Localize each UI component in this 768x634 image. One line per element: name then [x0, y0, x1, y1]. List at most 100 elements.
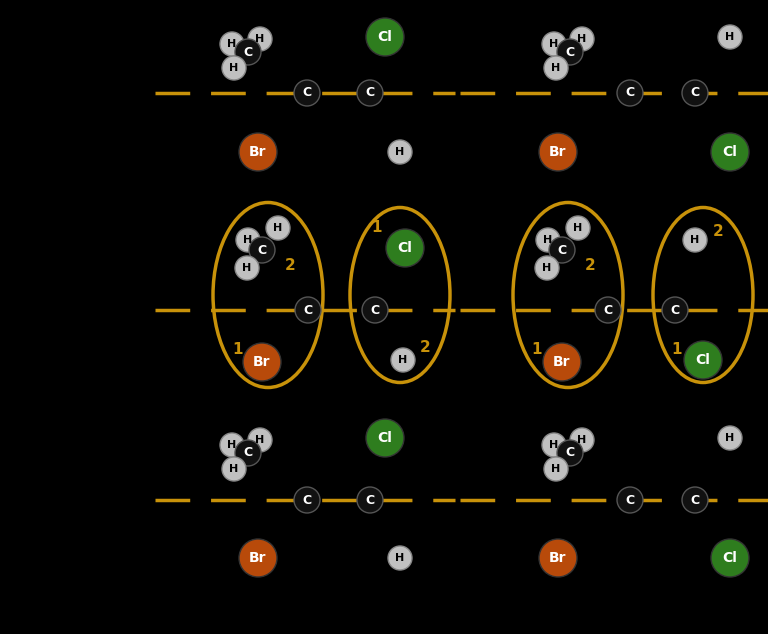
Text: 2: 2	[285, 257, 296, 273]
Text: 1: 1	[372, 221, 382, 235]
Circle shape	[539, 133, 577, 171]
Text: H: H	[551, 464, 561, 474]
Text: Br: Br	[253, 355, 271, 369]
Text: 2: 2	[584, 257, 595, 273]
Circle shape	[386, 229, 424, 267]
Text: C: C	[565, 46, 574, 58]
Text: H: H	[574, 223, 583, 233]
Text: Cl: Cl	[696, 353, 710, 367]
Text: C: C	[303, 304, 313, 316]
Circle shape	[536, 228, 560, 252]
Text: C: C	[257, 243, 266, 257]
Text: H: H	[578, 435, 587, 445]
Text: C: C	[625, 86, 634, 100]
Text: H: H	[256, 34, 265, 44]
Circle shape	[570, 27, 594, 51]
Text: C: C	[604, 304, 613, 316]
Text: H: H	[396, 147, 405, 157]
Circle shape	[617, 80, 643, 106]
Text: Br: Br	[549, 551, 567, 565]
Text: H: H	[399, 355, 408, 365]
Circle shape	[683, 228, 707, 252]
Text: H: H	[230, 63, 239, 73]
Text: 1: 1	[531, 342, 542, 358]
Text: C: C	[558, 243, 567, 257]
Text: Cl: Cl	[723, 551, 737, 565]
Circle shape	[388, 546, 412, 570]
Circle shape	[543, 343, 581, 381]
Text: H: H	[725, 32, 735, 42]
Text: C: C	[303, 493, 312, 507]
Text: H: H	[396, 553, 405, 563]
Circle shape	[557, 440, 583, 466]
Text: Cl: Cl	[378, 30, 392, 44]
Text: H: H	[690, 235, 700, 245]
Text: 1: 1	[672, 342, 682, 358]
Circle shape	[549, 237, 575, 263]
Circle shape	[222, 457, 246, 481]
Text: C: C	[625, 493, 634, 507]
Text: Br: Br	[250, 145, 266, 159]
Circle shape	[566, 216, 590, 240]
Text: Br: Br	[553, 355, 571, 369]
Circle shape	[682, 487, 708, 513]
Text: C: C	[690, 86, 700, 100]
Circle shape	[235, 256, 259, 280]
Circle shape	[682, 80, 708, 106]
Text: H: H	[243, 235, 253, 245]
Circle shape	[239, 539, 277, 577]
Circle shape	[220, 433, 244, 457]
Text: C: C	[243, 46, 253, 58]
Circle shape	[239, 133, 277, 171]
Circle shape	[570, 428, 594, 452]
Circle shape	[391, 348, 415, 372]
Circle shape	[711, 539, 749, 577]
Circle shape	[248, 27, 272, 51]
Circle shape	[539, 539, 577, 577]
Circle shape	[684, 341, 722, 379]
Text: 2: 2	[419, 340, 430, 356]
Circle shape	[295, 297, 321, 323]
Text: C: C	[366, 493, 375, 507]
Circle shape	[294, 487, 320, 513]
Circle shape	[243, 343, 281, 381]
Circle shape	[557, 39, 583, 65]
Circle shape	[711, 133, 749, 171]
Circle shape	[388, 140, 412, 164]
Circle shape	[235, 39, 261, 65]
Circle shape	[249, 237, 275, 263]
Text: H: H	[227, 440, 237, 450]
Circle shape	[595, 297, 621, 323]
Circle shape	[357, 80, 383, 106]
Circle shape	[362, 297, 388, 323]
Circle shape	[544, 457, 568, 481]
Text: C: C	[670, 304, 680, 316]
Circle shape	[662, 297, 688, 323]
Text: C: C	[690, 493, 700, 507]
Circle shape	[236, 228, 260, 252]
Text: H: H	[549, 39, 558, 49]
Circle shape	[535, 256, 559, 280]
Circle shape	[366, 419, 404, 457]
Circle shape	[235, 440, 261, 466]
Circle shape	[542, 32, 566, 56]
Text: H: H	[578, 34, 587, 44]
Text: C: C	[366, 86, 375, 100]
Text: H: H	[551, 63, 561, 73]
Circle shape	[718, 426, 742, 450]
Text: H: H	[544, 235, 553, 245]
Text: Cl: Cl	[398, 241, 412, 255]
Circle shape	[222, 56, 246, 80]
Text: H: H	[725, 433, 735, 443]
Text: C: C	[243, 446, 253, 460]
Text: H: H	[273, 223, 283, 233]
Text: H: H	[230, 464, 239, 474]
Text: Br: Br	[250, 551, 266, 565]
Circle shape	[544, 56, 568, 80]
Circle shape	[617, 487, 643, 513]
Circle shape	[357, 487, 383, 513]
Circle shape	[542, 433, 566, 457]
Text: Cl: Cl	[723, 145, 737, 159]
Text: H: H	[243, 263, 252, 273]
Text: H: H	[549, 440, 558, 450]
